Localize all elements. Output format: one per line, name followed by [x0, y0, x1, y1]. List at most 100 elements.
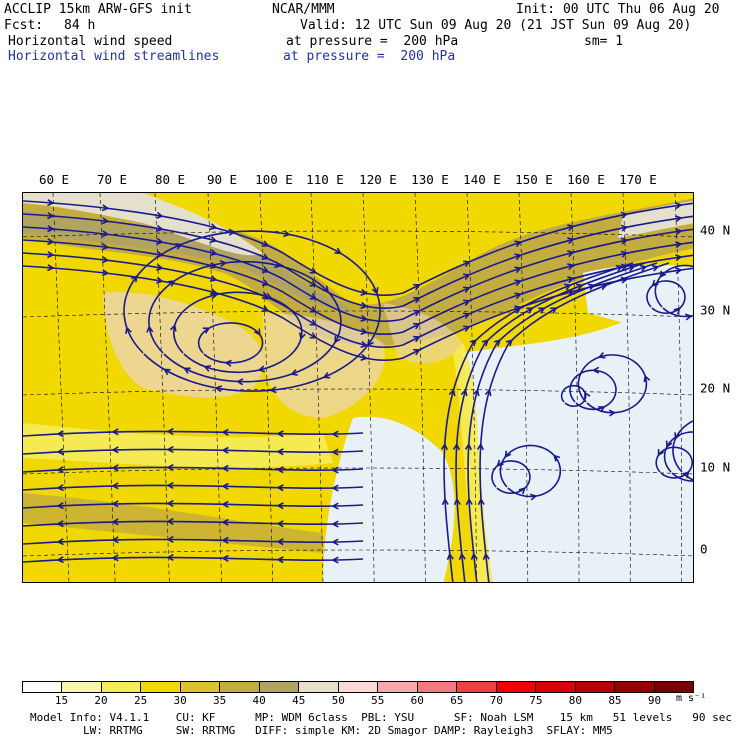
- streamline-arrow: [47, 212, 55, 220]
- streamline-arrow: [567, 276, 575, 284]
- terrain-mask: [263, 313, 385, 418]
- streamline-arrow: [331, 556, 339, 564]
- lon-label: 80 E: [154, 172, 186, 187]
- lon-label: 60 E: [38, 172, 70, 187]
- streamline-arrow: [209, 262, 218, 270]
- meridian-line: [207, 193, 222, 582]
- streamline-arrow: [111, 464, 119, 472]
- streamline-arrow: [550, 307, 558, 314]
- streamline-arrow: [505, 339, 513, 347]
- streamline-arrow: [464, 442, 473, 451]
- streamline-arrow: [643, 374, 651, 383]
- streamline-arrow: [675, 228, 683, 236]
- meridian-line: [466, 193, 477, 582]
- colorbar-label: 45: [292, 694, 306, 707]
- colorbar-label: 65: [450, 694, 464, 707]
- streamline-arrow: [620, 250, 629, 258]
- streamline-arrow: [221, 500, 229, 508]
- streamline: [148, 260, 342, 383]
- meridian-line: [99, 193, 116, 582]
- streamline-arrow: [675, 241, 683, 249]
- streamline-arrow: [413, 348, 421, 356]
- streamline-arrow: [169, 324, 177, 332]
- streamline-arrow: [276, 556, 284, 564]
- streamline-arrow: [254, 328, 261, 336]
- streamline-arrow: [261, 266, 270, 273]
- colorbar-swatch: [299, 682, 339, 692]
- streamline-arrow: [331, 502, 339, 510]
- streamline-arrow: [309, 319, 318, 326]
- streamline-arrow: [452, 442, 461, 451]
- streamline-arrow: [221, 428, 229, 436]
- streamline-arrow: [615, 264, 624, 272]
- streamline-arrow: [659, 270, 667, 279]
- streamline-arrow: [309, 293, 318, 300]
- jet-core-north: [23, 193, 263, 256]
- colorbar-swatch: [220, 682, 260, 692]
- streamline-arrow: [235, 378, 244, 386]
- center-label: NCAR/MMM: [272, 2, 335, 17]
- streamline-arrow: [276, 466, 284, 474]
- streamline: [23, 200, 693, 297]
- field1-level: at pressure = 200 hPa: [286, 34, 459, 49]
- streamline-arrow: [514, 279, 523, 287]
- streamline-arrow: [575, 283, 584, 291]
- streamline-arrow: [514, 253, 523, 261]
- streamline-arrow: [360, 314, 369, 322]
- streamline-arrow: [101, 269, 110, 277]
- streamline-arrow: [202, 327, 211, 334]
- streamline-arrow: [111, 536, 119, 544]
- streamline: [672, 420, 693, 481]
- streamline: [23, 252, 693, 349]
- streamline-arrow: [219, 259, 228, 268]
- streamline-arrow: [472, 388, 480, 397]
- meridian-line: [310, 193, 324, 582]
- streamline-arrow: [276, 520, 284, 528]
- streamline-arrow: [567, 237, 575, 245]
- streamline-arrow: [111, 482, 119, 490]
- streamline-arrow: [331, 484, 339, 492]
- streamline-arrow: [567, 263, 575, 271]
- meridian-line: [518, 193, 529, 582]
- streamline-arrow: [553, 454, 561, 462]
- streamline-arrow: [221, 464, 229, 472]
- streamline-arrow: [276, 502, 284, 510]
- lon-label: 170 E: [619, 172, 657, 187]
- streamline-arrow: [591, 366, 600, 374]
- streamline-arrow: [651, 279, 659, 287]
- streamline-arrow: [274, 261, 282, 269]
- streamline-arrow: [47, 264, 55, 272]
- jet-core-northeast: [618, 201, 693, 238]
- streamline: [569, 369, 617, 411]
- colorbar-unit: m s⁻¹: [676, 693, 707, 704]
- streamline: [23, 226, 693, 323]
- streamline-arrow: [261, 240, 270, 247]
- colorbar-labels: 15 20 25 30 35 40 45 50 55 60 65 70 75 80 85 90: [22, 694, 694, 708]
- streamline-arrow: [470, 552, 478, 561]
- streamline: [197, 322, 264, 364]
- streamline-arrow: [463, 260, 471, 268]
- streamline-arrow: [463, 273, 471, 281]
- streamline-arrow: [276, 430, 284, 438]
- parallel-line: [23, 388, 693, 396]
- streamline-arrow: [156, 263, 164, 271]
- meridian-line: [622, 193, 631, 582]
- streamline-arrow: [111, 518, 119, 526]
- streamline-arrow: [597, 351, 606, 359]
- colorbar-swatch: [417, 682, 458, 692]
- lat-label: 0: [700, 541, 708, 557]
- colorbar-label: 70: [489, 694, 503, 707]
- streamline-arrow: [309, 332, 318, 339]
- streamline-arrow: [166, 553, 174, 562]
- colorbar-swatch: [536, 682, 576, 692]
- streamline-arrow: [331, 538, 339, 546]
- streamline-arrow: [360, 327, 369, 335]
- streamlines: [23, 199, 693, 582]
- streamline-arrow: [174, 243, 183, 250]
- streamline-arrow: [360, 288, 369, 296]
- init-time: Init: 00 UTC Thu 06 Aug 20: [516, 2, 720, 17]
- colorbar-label: 30: [173, 694, 187, 707]
- meridian-line: [259, 193, 274, 582]
- colorbar-label: 20: [94, 694, 108, 707]
- streamline-arrow: [493, 339, 501, 347]
